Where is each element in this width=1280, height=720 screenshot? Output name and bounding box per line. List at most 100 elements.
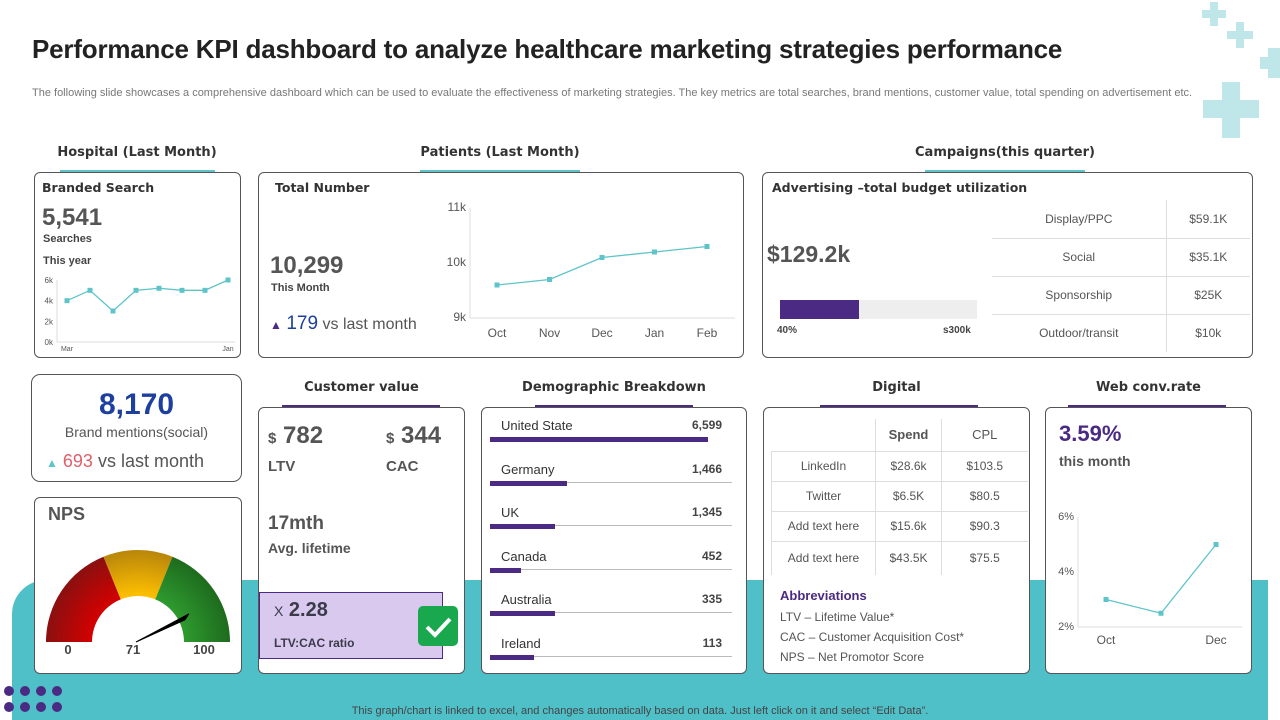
digital-row: Add text here $15.6k $90.3: [771, 510, 1028, 541]
cross-decoration: [1203, 100, 1259, 118]
country-bar: [490, 567, 522, 573]
row-divider: [490, 655, 732, 657]
digital-table: Spend CPL LinkedIn $28.6k $103.5 Twitter $6.5K…: [771, 419, 1028, 575]
ltv-amount: 782: [283, 422, 324, 449]
abbr-item: CAC – Customer Acquisition Cost*: [780, 630, 965, 644]
header-underline: [420, 170, 580, 172]
abbr-item: LTV – Lifetime Value*: [780, 610, 895, 624]
country-name: Germany: [501, 461, 555, 477]
demographic-row: Australia 335: [490, 592, 732, 636]
gauge-segment: [46, 556, 121, 642]
channel-name: Social: [992, 237, 1167, 276]
ltv-label: LTV: [268, 458, 296, 475]
header-underline: [925, 170, 1085, 172]
page-subtitle: The following slide showcases a comprehe…: [32, 87, 1193, 99]
up-triangle-icon: ▲: [46, 456, 58, 470]
header-underline: [282, 405, 440, 407]
brand-delta: ▲ 693 vs last month: [46, 451, 204, 472]
campaign-row: Social $35.1K: [992, 237, 1250, 276]
country-value: 6,599: [691, 418, 722, 432]
channel-name: Sponsorship: [992, 275, 1167, 314]
cross-decoration: [1260, 57, 1280, 69]
delta-text: vs last month: [97, 451, 205, 471]
country-bar: [490, 437, 708, 442]
ratio-prefix: X: [274, 603, 284, 619]
header-underline: [820, 405, 978, 407]
period-label: This year: [43, 255, 92, 267]
header-underline: [60, 170, 215, 172]
abbreviations-title: Abbreviations: [780, 588, 867, 603]
row-divider: [490, 481, 732, 483]
spend-value: $43.5K: [875, 540, 942, 575]
demographic-row: United State 6,599: [490, 418, 732, 462]
this-month-label: This Month: [271, 282, 330, 294]
budget-value: $129.2k: [767, 241, 851, 267]
budget-progress-fill: [780, 300, 859, 319]
patients-delta: ▲ 179 vs last month: [270, 313, 417, 335]
country-name: Canada: [501, 548, 547, 564]
nps-gauge: 0 71 100: [46, 550, 230, 657]
country-name: Ireland: [501, 635, 541, 651]
nps-min: 0: [64, 642, 71, 657]
row-divider: [490, 568, 732, 570]
demographic-card: [481, 407, 747, 674]
channel-value: $59.1K: [1165, 200, 1250, 238]
webconv-card: [1045, 407, 1252, 674]
ratio-value: X 2.28: [274, 599, 328, 622]
webconv-period: this month: [1059, 453, 1131, 469]
decorative-dot: [4, 686, 14, 696]
country-name: United State: [501, 418, 573, 433]
channel-value: $25K: [1165, 275, 1250, 314]
cpl-value: $103.5: [941, 450, 1028, 481]
budget-progress-bar: [780, 300, 977, 319]
cross-decoration: [1227, 31, 1253, 39]
gauge-segment: [103, 550, 173, 600]
campaign-row: Display/PPC $59.1K: [992, 200, 1250, 238]
decorative-dot: [52, 686, 62, 696]
ratio-number: 2.28: [288, 599, 328, 621]
abbr-item: NPS – Net Promotor Score: [780, 650, 925, 664]
customer-value-header: Customer value: [304, 380, 419, 395]
country-value: 452: [701, 548, 722, 563]
country-value: 1,345: [691, 505, 722, 519]
currency-symbol: $: [386, 430, 395, 447]
cac-amount: 344: [401, 422, 442, 449]
nps-max: 100: [193, 642, 215, 657]
progress-max: s300k: [943, 325, 971, 336]
country-bar: [490, 480, 568, 486]
ltv-value: $ 782: [268, 422, 323, 450]
cac-value: $ 344: [386, 422, 441, 450]
webconv-value: 3.59%: [1059, 421, 1122, 446]
webconv-header: Web conv.rate: [1096, 380, 1201, 395]
footer-note: This graph/chart is linked to excel, and…: [351, 705, 929, 717]
country-bar: [490, 654, 534, 660]
page-title: Performance KPI dashboard to analyze hea…: [32, 34, 1063, 64]
demographic-header: Demographic Breakdown: [522, 380, 706, 395]
campaigns-header: Campaigns(this quarter): [915, 145, 1095, 160]
campaign-row: Outdoor/transit $10k: [992, 313, 1250, 352]
ltv-cac-ratio-box: [259, 592, 443, 659]
channel-name: Display/PPC: [992, 200, 1167, 238]
nps-label: NPS: [48, 504, 86, 524]
platform-name: Add text here: [771, 510, 876, 541]
patients-header: Patients (Last Month): [420, 145, 580, 160]
brand-mentions-value: 8,170: [98, 388, 175, 421]
decorative-dot: [20, 686, 30, 696]
cross-decoration: [1202, 10, 1226, 18]
decorative-dot: [36, 686, 46, 696]
patients-value: 10,299: [270, 252, 344, 279]
abbreviations-list: LTV – Lifetime Value* CAC – Customer Acq…: [780, 607, 964, 667]
lifetime-label: Avg. lifetime: [268, 540, 351, 556]
header-underline: [535, 405, 693, 407]
cpl-value: $90.3: [941, 510, 1028, 541]
progress-percent: 40%: [777, 325, 798, 336]
country-name: Australia: [501, 592, 552, 607]
gauge-segment: [155, 556, 230, 642]
campaign-row: Sponsorship $25K: [992, 275, 1250, 314]
nps-value: 71: [126, 642, 140, 657]
branded-search-value: 5,541: [42, 204, 103, 231]
channel-name: Outdoor/transit: [992, 313, 1167, 352]
platform-name: Add text here: [771, 540, 876, 575]
decorative-dot: [4, 702, 14, 712]
country-value: 1,466: [691, 461, 722, 476]
